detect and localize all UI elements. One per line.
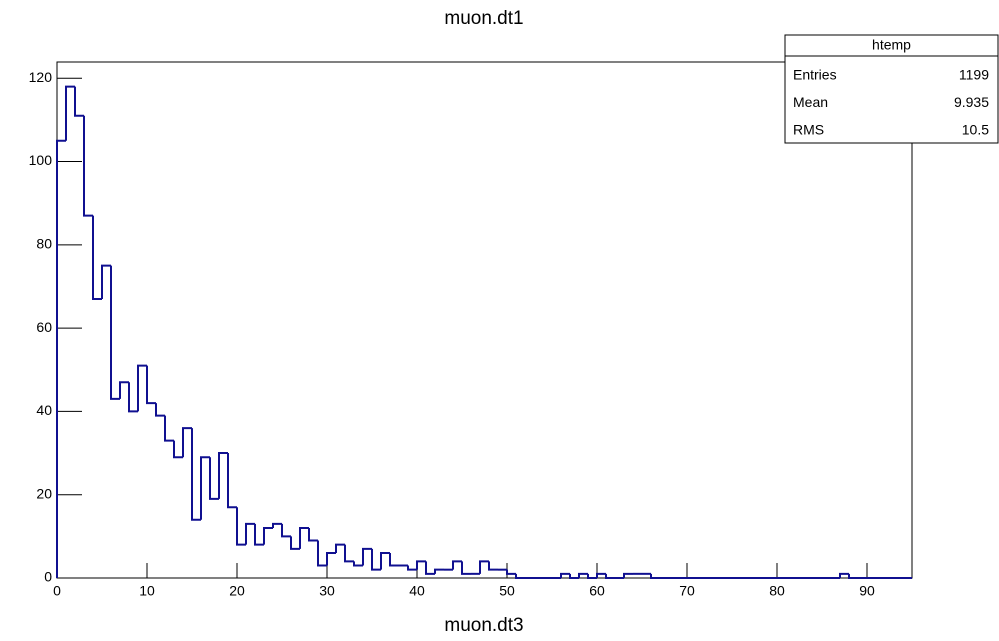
bar <box>74 86 84 117</box>
bar <box>83 115 93 217</box>
bar <box>569 573 579 579</box>
bar <box>65 85 75 141</box>
bar <box>335 543 345 554</box>
x-tick-label: 80 <box>769 583 785 599</box>
bar <box>254 523 264 546</box>
bar <box>227 453 237 509</box>
bar <box>488 561 498 571</box>
stats-value: 1199 <box>959 67 989 83</box>
bar <box>299 527 309 549</box>
bar <box>245 522 255 545</box>
stats-box <box>784 34 999 144</box>
bar <box>605 573 615 579</box>
bar <box>362 547 372 566</box>
bar <box>371 548 381 571</box>
bar <box>479 560 489 574</box>
bar <box>155 403 165 417</box>
bar <box>146 365 156 405</box>
bar <box>839 572 849 578</box>
bar <box>425 561 435 575</box>
bar <box>137 364 147 412</box>
bar <box>587 573 597 579</box>
bar <box>461 561 471 575</box>
bar <box>308 528 318 542</box>
x-axis-title: muon.dt3 <box>444 615 523 636</box>
bar <box>317 540 327 567</box>
bar <box>578 572 588 578</box>
bar <box>416 560 426 570</box>
x-tick-label: 10 <box>139 583 155 599</box>
y-tick-label: 100 <box>29 152 53 168</box>
bar <box>452 560 462 570</box>
y-tick-label: 80 <box>36 236 52 252</box>
y-tick-label: 40 <box>36 402 52 418</box>
bar <box>263 527 273 545</box>
bar <box>596 572 606 578</box>
x-tick-label: 60 <box>589 583 605 599</box>
y-tick-label: 20 <box>36 485 52 501</box>
x-tick-label: 0 <box>53 583 61 599</box>
x-tick-label: 40 <box>409 583 425 599</box>
bar <box>506 569 516 575</box>
bar <box>344 544 354 563</box>
bar <box>218 452 228 499</box>
bar <box>326 552 336 566</box>
bar <box>173 440 183 459</box>
bar <box>191 428 201 521</box>
bar <box>560 572 570 578</box>
bar <box>92 215 102 300</box>
bar <box>110 265 120 400</box>
bar <box>281 523 291 538</box>
x-tick-label: 70 <box>679 583 695 599</box>
stats-label: RMS <box>793 122 824 138</box>
bar <box>209 457 219 500</box>
bar <box>290 536 300 550</box>
bar <box>848 573 858 579</box>
bar <box>650 573 660 579</box>
bar <box>623 572 633 578</box>
x-tick-label: 50 <box>499 583 515 599</box>
bar <box>56 139 66 578</box>
bar <box>389 553 399 567</box>
bar <box>407 565 417 571</box>
y-tick-label: 0 <box>44 569 52 585</box>
bar <box>380 552 390 570</box>
x-tick-label: 90 <box>859 583 875 599</box>
x-tick-label: 20 <box>229 583 245 599</box>
stats-label: Mean <box>793 94 828 110</box>
bar <box>272 522 282 529</box>
bar <box>236 507 246 546</box>
bar <box>128 382 138 413</box>
bar <box>515 573 525 579</box>
bar <box>353 561 363 567</box>
bar <box>101 264 111 299</box>
x-tick-label: 30 <box>319 583 335 599</box>
bar <box>119 381 129 399</box>
y-tick-label: 60 <box>36 319 52 335</box>
bar <box>200 456 210 520</box>
stats-value: 9.935 <box>954 94 989 110</box>
bar <box>434 568 444 574</box>
stats-label: Entries <box>793 67 837 83</box>
bar <box>182 427 192 458</box>
stats-value: 10.5 <box>962 122 989 138</box>
stats-title: htemp <box>872 37 911 53</box>
y-tick-label: 120 <box>29 69 53 85</box>
chart-title: muon.dt1 <box>444 8 523 29</box>
bar <box>164 415 174 442</box>
